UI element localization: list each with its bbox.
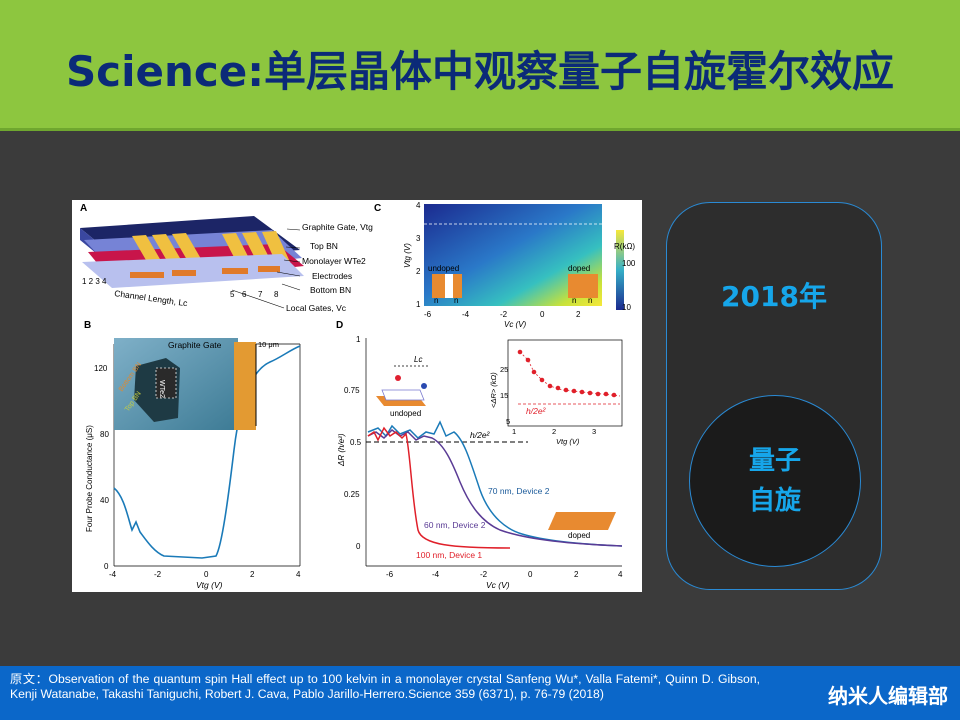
reference-line-label: h/2e² [470, 430, 491, 440]
topic-circle: 量子 自旋 [689, 395, 861, 567]
brand-label: 纳米人编辑部 [828, 684, 948, 708]
curve-label-100nm: 100 nm, Device 1 [416, 550, 482, 560]
undoped-device-icon [376, 365, 428, 406]
n-label: n [454, 296, 458, 305]
ytick: 1 [356, 335, 361, 344]
xtick: 0 [540, 310, 545, 319]
x-axis-label: Vc (V) [504, 320, 527, 329]
colorbar-tick: 10 [622, 303, 631, 312]
undoped-label: undoped [428, 264, 459, 273]
colorbar-tick: 100 [622, 259, 636, 268]
inset-xtick: 2 [552, 427, 556, 436]
channel-length-label: Channel Length, Lc [114, 288, 189, 308]
device-schematic [80, 216, 304, 309]
xtick: -4 [432, 570, 440, 579]
x-axis-label: Vtg (V) [196, 580, 223, 590]
optical-micrograph [114, 338, 257, 430]
resistance-plot [365, 338, 623, 567]
layer-label: Electrodes [312, 271, 352, 281]
curve-label-70nm: 70 nm, Device 2 [488, 486, 550, 496]
figure-svg: A [80, 201, 636, 590]
topic-line-1: 量子 [748, 446, 801, 476]
layer-label: Bottom BN [310, 285, 351, 295]
xtick: -6 [386, 570, 394, 579]
undoped-label: undoped [390, 409, 421, 418]
inset-x-label: Vtg (V) [556, 437, 580, 446]
layer-label: Monolayer WTe2 [302, 256, 366, 266]
layer-label: Local Gates, Vc [286, 303, 347, 313]
electrode-number: 6 [242, 290, 247, 299]
resistance-map [424, 204, 624, 310]
doped-device-icon [548, 512, 616, 530]
year-label: 2018年 [721, 280, 827, 313]
ytick: 0.5 [350, 438, 362, 447]
footer-bar: 原文：Observation of the quantum spin Hall … [0, 666, 960, 720]
inset-plot [507, 339, 623, 427]
inset-ytick: 25 [500, 365, 508, 374]
layer-label: Graphite Gate, Vtg [302, 222, 373, 232]
xtick: -4 [462, 310, 470, 319]
xtick: 0 [204, 570, 209, 579]
inset-scale-label: 10 μm [258, 340, 279, 349]
reference-text: 原文：Observation of the quantum spin Hall … [10, 672, 760, 701]
y-axis-label: Four Probe Conductance (μS) [85, 425, 94, 532]
ytick: 80 [100, 430, 109, 439]
electrode-number: 5 [230, 290, 235, 299]
ytick: 0 [104, 562, 109, 571]
inset-ref-label: h/2e² [526, 406, 547, 416]
ytick: 4 [416, 201, 421, 210]
ytick: 0.75 [344, 386, 360, 395]
doped-label: doped [568, 264, 590, 273]
topic-line-2: 自旋 [748, 486, 801, 516]
panel-c-label: C [374, 203, 381, 214]
colorbar-title: R(kΩ) [614, 242, 635, 251]
electrode-number: 7 [258, 290, 263, 299]
doped-label: doped [568, 531, 590, 540]
xtick: 2 [250, 570, 255, 579]
ytick: 0 [356, 542, 361, 551]
layer-label: Top BN [310, 241, 338, 251]
inset-xtick: 1 [512, 427, 516, 436]
panel-d-label: D [336, 320, 343, 331]
lc-label: Lc [414, 355, 422, 364]
xtick: -4 [109, 570, 117, 579]
header-bar: Science:单层晶体中观察量子自旋霍尔效应 [0, 0, 960, 131]
slide-title: Science:单层晶体中观察量子自旋霍尔效应 [65, 47, 895, 96]
xtick: -2 [500, 310, 508, 319]
inset-flake-label: WTe2 [158, 380, 165, 398]
ytick: 0.25 [344, 490, 360, 499]
ytick: 1 [416, 300, 421, 309]
inset-ytick: 15 [500, 391, 508, 400]
y-axis-label: Vtg (V) [403, 243, 412, 268]
x-axis-label: Vc (V) [486, 580, 510, 590]
inset-y-label: <ΔR> (kΩ) [489, 372, 498, 408]
side-card: 2018年 量子 自旋 [666, 202, 882, 590]
xtick: 2 [574, 570, 579, 579]
electrode-number: 8 [274, 290, 279, 299]
n-label: n [572, 296, 576, 305]
ytick: 2 [416, 267, 421, 276]
y-axis-label: ΔR (h/e²) [337, 433, 346, 467]
panel-a-label: A [80, 203, 87, 214]
n-label: n [588, 296, 592, 305]
electrode-numbers-left: 1 2 3 4 [82, 277, 107, 286]
ytick: 120 [94, 364, 108, 373]
panel-b-label: B [84, 320, 91, 331]
xtick: 2 [576, 310, 581, 319]
inset-xtick: 3 [592, 427, 596, 436]
xtick: -6 [424, 310, 432, 319]
ytick: 40 [100, 496, 109, 505]
ytick: 3 [416, 234, 421, 243]
xtick: -2 [480, 570, 488, 579]
n-label: n [434, 296, 438, 305]
curve-label-60nm: 60 nm, Device 2 [424, 520, 486, 530]
xtick: 0 [528, 570, 533, 579]
xtick: 4 [296, 570, 301, 579]
inset-gate-label: Graphite Gate [168, 340, 222, 350]
inset-ytick: 5 [506, 417, 510, 426]
xtick: -2 [154, 570, 162, 579]
xtick: 4 [618, 570, 623, 579]
paper-figure: A [72, 200, 642, 592]
